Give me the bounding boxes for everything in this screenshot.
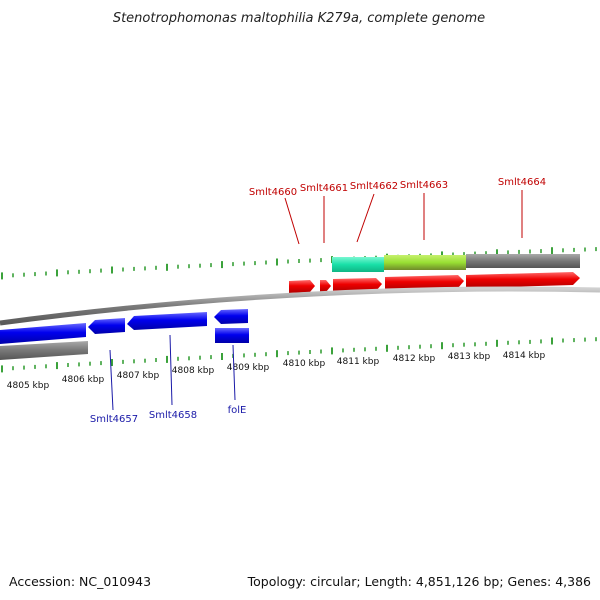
- kbp-label: 4813 kbp: [448, 352, 491, 362]
- kbp-label: 4810 kbp: [283, 359, 326, 369]
- feature-bar-lime[interactable]: [384, 255, 466, 270]
- leader-line: [169, 334, 173, 406]
- gene-arrow-forward[interactable]: [466, 272, 580, 288]
- feature-bar-gray[interactable]: [466, 254, 580, 268]
- kbp-label: 4806 kbp: [62, 375, 105, 385]
- forward-gene-labels: Smlt4660 Smlt4661 Smlt4662 Smlt4663 Smlt…: [249, 177, 546, 245]
- kbp-label: 4807 kbp: [117, 371, 160, 381]
- gene-arrow-forward[interactable]: [320, 280, 331, 292]
- gene-box-reverse[interactable]: [215, 328, 249, 343]
- kbp-label: 4809 kbp: [227, 363, 270, 373]
- map-title: Stenotrophomonas maltophilia K279a, comp…: [113, 11, 485, 26]
- gene-label-forward[interactable]: Smlt4660: [249, 187, 297, 198]
- accession-label: Accession: NC_010943: [9, 574, 151, 589]
- forward-feature-lane: [332, 254, 580, 272]
- reverse-gene-lane: [0, 309, 249, 344]
- reverse-gene-labels: Smlt4657 Smlt4658 folE: [90, 334, 247, 425]
- gene-arrow-forward[interactable]: [289, 280, 315, 293]
- gene-label-forward[interactable]: Smlt4661: [300, 183, 348, 194]
- kbp-axis: 4805 kbp 4806 kbp 4807 kbp 4808 kbp 4809…: [7, 351, 546, 391]
- kbp-label: 4811 kbp: [337, 357, 380, 367]
- gene-label-forward[interactable]: Smlt4662: [350, 181, 398, 192]
- gene-arrow-reverse[interactable]: [127, 312, 207, 330]
- gene-arrow-reverse[interactable]: [88, 318, 125, 334]
- gene-arrow-forward[interactable]: [385, 275, 464, 290]
- gene-label-reverse[interactable]: Smlt4657: [90, 414, 138, 425]
- genome-stats-label: Topology: circular; Length: 4,851,126 bp…: [247, 574, 591, 589]
- kbp-label: 4814 kbp: [503, 351, 546, 361]
- forward-gene-lane: [289, 272, 580, 293]
- gene-arrow-forward[interactable]: [333, 278, 382, 292]
- leader-line: [284, 197, 300, 245]
- leader-line: [232, 344, 236, 401]
- reverse-feature-bar[interactable]: [0, 341, 88, 360]
- kbp-label: 4808 kbp: [172, 366, 215, 376]
- gene-arrow-reverse[interactable]: [0, 323, 86, 344]
- gene-label-forward[interactable]: Smlt4663: [400, 180, 448, 191]
- gene-arrow-reverse[interactable]: [214, 309, 248, 324]
- kbp-label: 4812 kbp: [393, 354, 436, 364]
- gene-label-reverse[interactable]: Smlt4658: [149, 410, 197, 421]
- inner-tick-row: [1, 337, 597, 373]
- leader-line: [356, 193, 375, 243]
- gene-label-reverse[interactable]: folE: [228, 405, 247, 416]
- kbp-label: 4805 kbp: [7, 381, 50, 391]
- gene-label-forward[interactable]: Smlt4664: [498, 177, 546, 188]
- genome-backbone: [0, 286, 600, 326]
- feature-bar-cyan[interactable]: [332, 257, 384, 272]
- leader-line: [109, 349, 114, 411]
